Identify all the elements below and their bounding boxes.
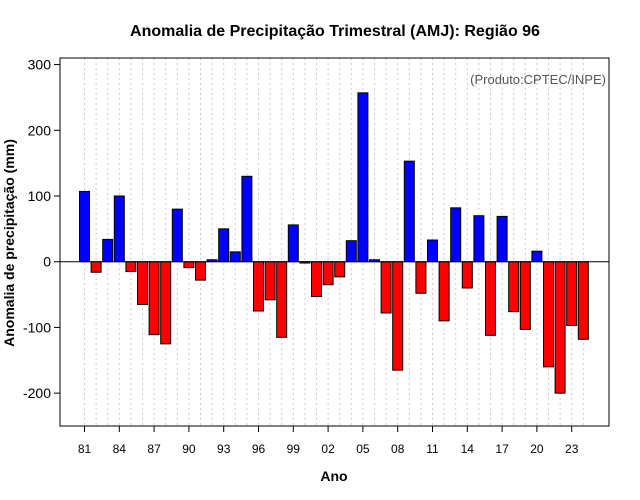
bar-1990 xyxy=(183,261,195,269)
xtick-label-2002: 02 xyxy=(321,442,335,456)
xtick-label-2005: 05 xyxy=(356,442,370,456)
plot-frame xyxy=(59,57,610,427)
bar-2008 xyxy=(392,261,404,371)
bar-2010 xyxy=(415,261,427,294)
xtick-label-1987: 87 xyxy=(147,442,161,456)
bar-2023 xyxy=(566,261,578,326)
ytick-label--200: -200 xyxy=(23,385,51,401)
bar-2012 xyxy=(438,261,450,322)
y-axis: -200 -100 0 100 200 300 xyxy=(23,57,60,401)
xtick-label-1984: 84 xyxy=(113,442,127,456)
xtick-label-1981: 81 xyxy=(78,442,92,456)
xtick-label-2014: 14 xyxy=(461,442,475,456)
bar-2016 xyxy=(485,261,496,336)
bar-1994 xyxy=(229,251,241,263)
bar-2004 xyxy=(345,240,357,263)
xtick-label-2020: 20 xyxy=(530,442,544,456)
bar-2022 xyxy=(554,261,566,394)
bar-2015 xyxy=(473,215,485,263)
bar-1981 xyxy=(79,190,90,263)
ytick-label-0: 0 xyxy=(43,254,51,270)
xtick-label-1990: 90 xyxy=(182,442,196,456)
ytick-label-300: 300 xyxy=(28,57,52,73)
xtick-label-2011: 11 xyxy=(426,442,439,456)
bar-2003 xyxy=(334,261,346,278)
xtick-label-2008: 08 xyxy=(391,442,405,456)
bar-1995 xyxy=(241,175,253,263)
bar-1988 xyxy=(160,261,172,345)
bar-2017 xyxy=(496,215,508,263)
x-axis: 81 84 87 90 93 96 99 02 05 08 11 14 17 20 23 xyxy=(78,426,579,456)
bar-1982 xyxy=(90,261,102,273)
xtick-label-1993: 93 xyxy=(217,442,231,456)
bar-2005 xyxy=(357,92,369,263)
ytick-label-100: 100 xyxy=(28,188,52,204)
bar-2002 xyxy=(322,261,334,286)
bar-2019 xyxy=(519,261,531,330)
bar-1983 xyxy=(102,238,114,263)
bar-2013 xyxy=(450,207,462,263)
bar-1987 xyxy=(148,261,160,336)
bar-1991 xyxy=(195,261,206,281)
bars xyxy=(79,92,589,394)
bar-2018 xyxy=(508,261,520,313)
xtick-label-2017: 17 xyxy=(495,442,509,456)
xtick-label-1999: 99 xyxy=(287,442,301,456)
bar-1999 xyxy=(287,224,299,263)
bar-1997 xyxy=(264,261,276,301)
bar-1985 xyxy=(125,261,137,273)
y-axis-label: Anomalia de precipitação (mm) xyxy=(1,139,17,347)
x-axis-label: Ano xyxy=(320,468,347,484)
bar-2007 xyxy=(380,261,392,314)
bar-2024 xyxy=(577,261,589,340)
bar-1993 xyxy=(218,228,230,263)
bar-1984 xyxy=(113,195,125,263)
ytick-label-200: 200 xyxy=(28,122,52,138)
bar-2009 xyxy=(403,160,415,263)
bar-2014 xyxy=(461,261,473,289)
bar-1996 xyxy=(253,261,264,312)
xtick-label-2023: 23 xyxy=(565,442,579,456)
bar-1986 xyxy=(137,261,148,305)
vertical-gridlines xyxy=(84,58,584,426)
chart-credit: (Produto:CPTEC/INPE) xyxy=(470,72,606,87)
bar-2011 xyxy=(427,239,438,263)
bar-1998 xyxy=(276,261,288,338)
bar-2021 xyxy=(543,261,554,368)
bar-2001 xyxy=(311,261,322,298)
chart-title: Anomalia de Precipitação Trimestral (AMJ… xyxy=(130,23,540,40)
ytick-label--100: -100 xyxy=(23,319,51,335)
bar-2020 xyxy=(531,250,543,263)
xtick-label-1996: 96 xyxy=(252,442,266,456)
bar-1989 xyxy=(171,208,183,263)
